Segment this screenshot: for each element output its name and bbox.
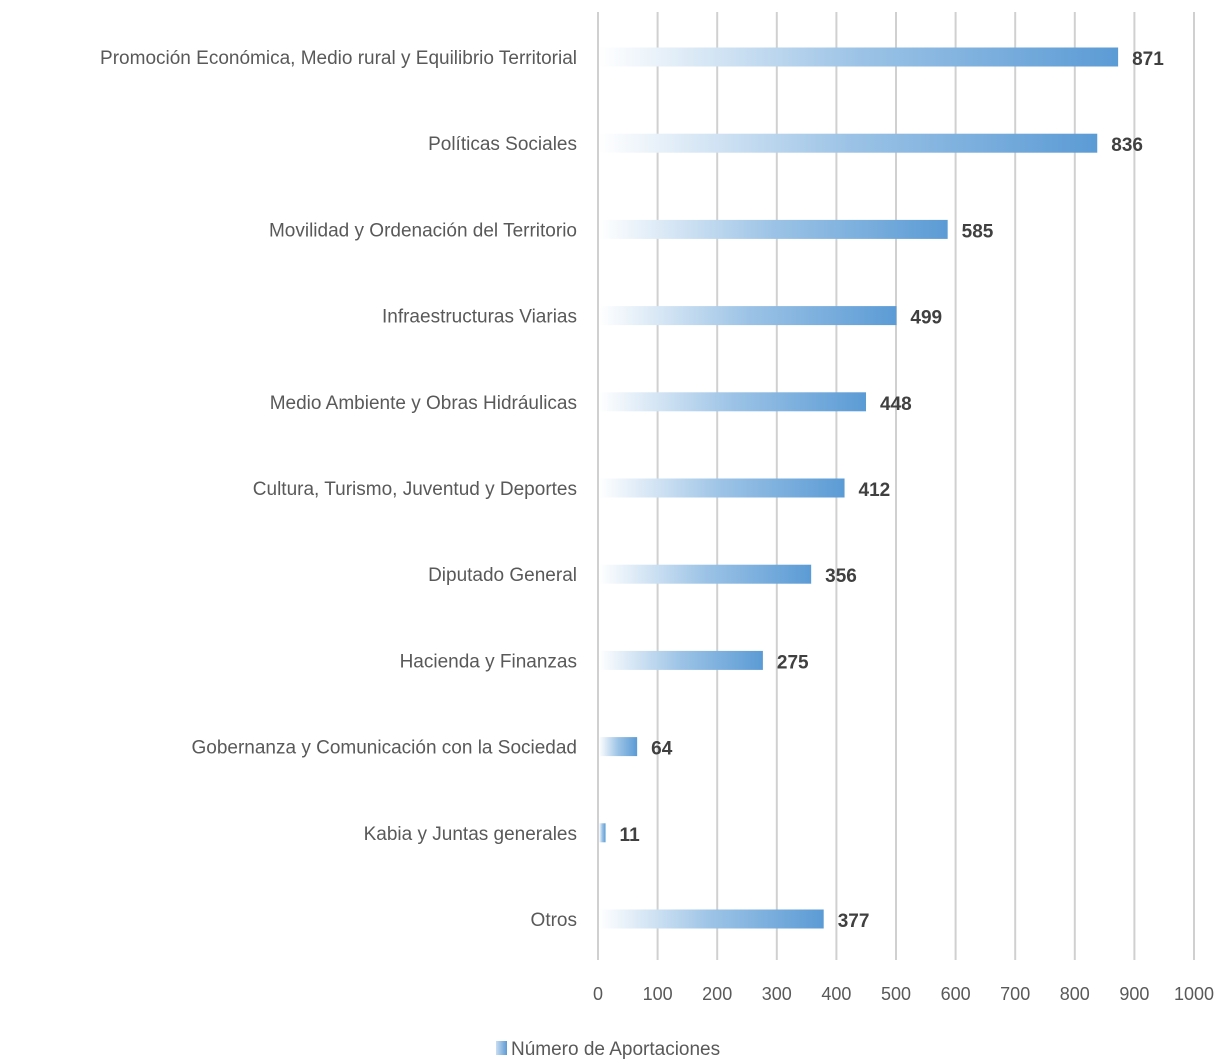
data-label: 871	[1132, 49, 1164, 70]
legend: Número de Aportaciones	[496, 1039, 720, 1059]
data-labels: 871 836 585 499 448 412 356 275 64 11 377	[620, 49, 1165, 932]
x-tick-label: 1000	[1174, 984, 1214, 1004]
category-label: Hacienda y Finanzas	[400, 651, 577, 672]
x-tick-label: 900	[1119, 984, 1149, 1004]
bar	[599, 306, 897, 326]
legend-swatch	[496, 1041, 507, 1055]
data-label: 11	[620, 825, 641, 846]
bar	[599, 909, 824, 929]
x-tick-label: 800	[1060, 984, 1090, 1004]
x-tick-label: 0	[593, 984, 603, 1004]
data-label: 585	[962, 221, 994, 242]
x-axis-tick-labels: 0 100 200 300 400 500 600 700 800 900 1000	[593, 984, 1214, 1004]
category-label: Kabia y Juntas generales	[364, 824, 577, 845]
category-label: Cultura, Turismo, Juventud y Deportes	[253, 479, 577, 500]
x-tick-label: 500	[881, 984, 911, 1004]
legend-label: Número de Aportaciones	[511, 1039, 720, 1059]
category-label: Políticas Sociales	[428, 134, 577, 155]
data-label: 836	[1111, 135, 1143, 156]
bar	[599, 478, 845, 498]
x-tick-label: 200	[702, 984, 732, 1004]
category-label: Gobernanza y Comunicación con la Socieda…	[191, 738, 577, 759]
data-label: 412	[859, 480, 891, 501]
bar	[599, 47, 1119, 67]
data-label: 499	[910, 308, 942, 329]
category-label: Medio Ambiente y Obras Hidráulicas	[270, 393, 577, 414]
bar	[599, 133, 1098, 153]
bar	[599, 737, 638, 757]
bar	[599, 564, 812, 584]
data-label: 64	[651, 739, 673, 760]
x-tick-label: 700	[1000, 984, 1030, 1004]
category-label: Promoción Económica, Medio rural y Equil…	[100, 48, 577, 69]
bar	[599, 823, 606, 843]
data-label: 377	[838, 911, 870, 932]
category-label: Infraestructuras Viarias	[382, 307, 577, 328]
data-label: 448	[880, 394, 912, 415]
bar	[599, 650, 763, 670]
bar	[599, 219, 948, 239]
category-label: Otros	[531, 910, 577, 931]
bars	[599, 47, 1119, 929]
data-label: 275	[777, 652, 809, 673]
x-tick-label: 400	[821, 984, 851, 1004]
x-tick-label: 300	[762, 984, 792, 1004]
bar	[599, 392, 867, 412]
category-labels: Promoción Económica, Medio rural y Equil…	[100, 48, 577, 931]
x-tick-label: 100	[643, 984, 673, 1004]
x-tick-label: 600	[941, 984, 971, 1004]
category-label: Movilidad y Ordenación del Territorio	[269, 220, 577, 241]
category-label: Diputado General	[428, 565, 577, 586]
data-label: 356	[825, 566, 857, 587]
